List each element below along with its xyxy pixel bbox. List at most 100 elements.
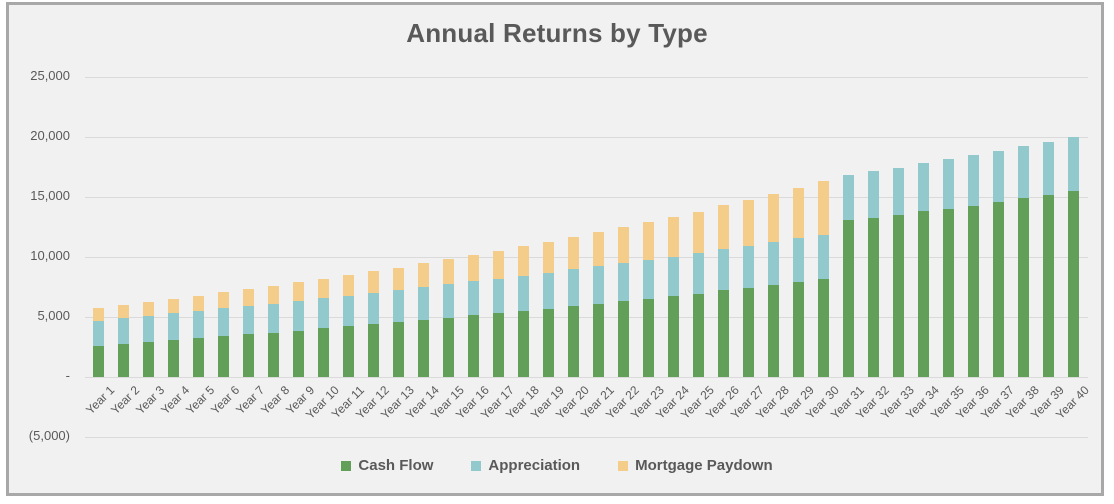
bar-segment-mortgage-paydown bbox=[467, 254, 479, 282]
bar-segment-mortgage-paydown bbox=[692, 211, 704, 254]
bar-segment-mortgage-paydown bbox=[367, 271, 379, 293]
bar-segment-appreciation bbox=[217, 308, 229, 337]
bar-segment-appreciation bbox=[567, 269, 579, 307]
bar-segment-mortgage-paydown bbox=[92, 308, 104, 321]
bar-segment-mortgage-paydown bbox=[792, 187, 804, 239]
legend-item-mortgage-paydown: Mortgage Paydown bbox=[618, 457, 773, 474]
bar-segment-cash-flow bbox=[617, 301, 629, 377]
bar-segment-mortgage-paydown bbox=[617, 227, 629, 263]
gridline bbox=[85, 137, 1088, 138]
bar-segment-mortgage-paydown bbox=[342, 275, 354, 296]
bar-segment-appreciation bbox=[667, 256, 679, 297]
legend-swatch-icon bbox=[471, 460, 482, 471]
legend-label: Appreciation bbox=[488, 457, 581, 474]
y-axis-label: 10,000 bbox=[30, 248, 70, 263]
bar-segment-mortgage-paydown bbox=[717, 205, 729, 249]
gridline bbox=[85, 257, 1088, 258]
bar-segment-appreciation bbox=[1017, 145, 1029, 198]
bar-segment-appreciation bbox=[517, 275, 529, 311]
bar-segment-cash-flow bbox=[967, 205, 979, 377]
bar-segment-cash-flow bbox=[392, 322, 404, 377]
bar-segment-appreciation bbox=[1067, 136, 1079, 191]
bar-segment-appreciation bbox=[792, 238, 804, 283]
bar-segment-appreciation bbox=[442, 284, 454, 318]
bar-segment-cash-flow bbox=[242, 334, 254, 377]
bar-segment-appreciation bbox=[892, 167, 904, 215]
bar-segment-mortgage-paydown bbox=[117, 304, 129, 319]
bar-segment-appreciation bbox=[717, 248, 729, 291]
plot-area: Year 1 Year 2 Year 3 Year 4 Year 5 Year 6 Year… bbox=[82, 77, 1092, 438]
bar-segment-appreciation bbox=[942, 159, 954, 209]
bar-segment-cash-flow bbox=[867, 217, 879, 377]
bar-segment-cash-flow bbox=[692, 293, 704, 377]
bar-segment-cash-flow bbox=[992, 202, 1004, 377]
bar-segment-mortgage-paydown bbox=[517, 246, 529, 276]
bar-segment-cash-flow bbox=[1067, 191, 1079, 377]
bar-segment-mortgage-paydown bbox=[567, 237, 579, 270]
bar-segment-appreciation bbox=[867, 171, 879, 218]
bar-segment-mortgage-paydown bbox=[392, 267, 404, 291]
bar-segment-mortgage-paydown bbox=[417, 263, 429, 288]
gridline bbox=[85, 377, 1088, 378]
bar-segment-cash-flow bbox=[542, 308, 554, 377]
bar-segment-mortgage-paydown bbox=[292, 282, 304, 302]
bar-segment-mortgage-paydown bbox=[592, 232, 604, 267]
bar-segment-cash-flow bbox=[267, 332, 279, 377]
bar-segment-appreciation bbox=[342, 295, 354, 327]
bar-segment-appreciation bbox=[542, 272, 554, 309]
bar-segment-mortgage-paydown bbox=[742, 200, 754, 246]
bar-segment-appreciation bbox=[367, 293, 379, 325]
bar-segment-mortgage-paydown bbox=[642, 222, 654, 260]
bar-segment-appreciation bbox=[142, 315, 154, 342]
bar-segment-cash-flow bbox=[117, 343, 129, 377]
bar-segment-appreciation bbox=[742, 245, 754, 289]
legend-swatch-icon bbox=[618, 460, 629, 471]
bar-segment-appreciation bbox=[192, 310, 204, 339]
bar-segment-appreciation bbox=[842, 174, 854, 221]
legend-item-cash-flow: Cash Flow bbox=[341, 457, 433, 474]
bar-segment-appreciation bbox=[242, 306, 254, 335]
bar-segment-cash-flow bbox=[342, 326, 354, 377]
bar-segment-appreciation bbox=[592, 266, 604, 304]
bar-segment-mortgage-paydown bbox=[267, 285, 279, 304]
bar-segment-cash-flow bbox=[717, 290, 729, 377]
bar-segment-appreciation bbox=[992, 150, 1004, 203]
bar-segment-cash-flow bbox=[667, 296, 679, 377]
bar-segment-mortgage-paydown bbox=[317, 278, 329, 299]
bar-segment-mortgage-paydown bbox=[442, 259, 454, 285]
legend-swatch-icon bbox=[341, 460, 352, 471]
legend-label: Mortgage Paydown bbox=[635, 457, 773, 474]
bar-segment-cash-flow bbox=[917, 211, 929, 377]
y-axis-label: 5,000 bbox=[37, 308, 70, 323]
bar-segment-cash-flow bbox=[292, 330, 304, 377]
bar-segment-cash-flow bbox=[942, 208, 954, 377]
x-axis-label: Year 1 bbox=[82, 383, 117, 418]
bar-segment-appreciation bbox=[492, 278, 504, 314]
legend: Cash Flow Appreciation Mortgage Paydown bbox=[0, 457, 1114, 474]
y-axis-label: 15,000 bbox=[30, 188, 70, 203]
bar-segment-mortgage-paydown bbox=[167, 298, 179, 314]
bar-segment-cash-flow bbox=[367, 324, 379, 377]
bar-segment-appreciation bbox=[317, 298, 329, 329]
bar-segment-cash-flow bbox=[442, 317, 454, 377]
bar-segment-mortgage-paydown bbox=[492, 251, 504, 279]
bar-segment-appreciation bbox=[642, 259, 654, 299]
bar-segment-cash-flow bbox=[767, 285, 779, 377]
bar-segment-mortgage-paydown bbox=[542, 241, 554, 273]
gridline bbox=[85, 77, 1088, 78]
y-axis-label: 20,000 bbox=[30, 128, 70, 143]
gridline bbox=[85, 437, 1088, 438]
bar-segment-appreciation bbox=[417, 287, 429, 320]
bar-segment-cash-flow bbox=[742, 288, 754, 377]
bar-segment-cash-flow bbox=[467, 315, 479, 377]
bar-segment-appreciation bbox=[467, 281, 479, 316]
bar-segment-appreciation bbox=[392, 290, 404, 323]
bar-segment-cash-flow bbox=[642, 298, 654, 377]
bar-segment-cash-flow bbox=[817, 279, 829, 377]
bar-segment-mortgage-paydown bbox=[817, 181, 829, 235]
bar-segment-mortgage-paydown bbox=[767, 194, 779, 243]
bar-segment-cash-flow bbox=[842, 220, 854, 377]
legend-item-appreciation: Appreciation bbox=[471, 457, 580, 474]
gridline bbox=[85, 317, 1088, 318]
bar-segment-appreciation bbox=[917, 163, 929, 212]
